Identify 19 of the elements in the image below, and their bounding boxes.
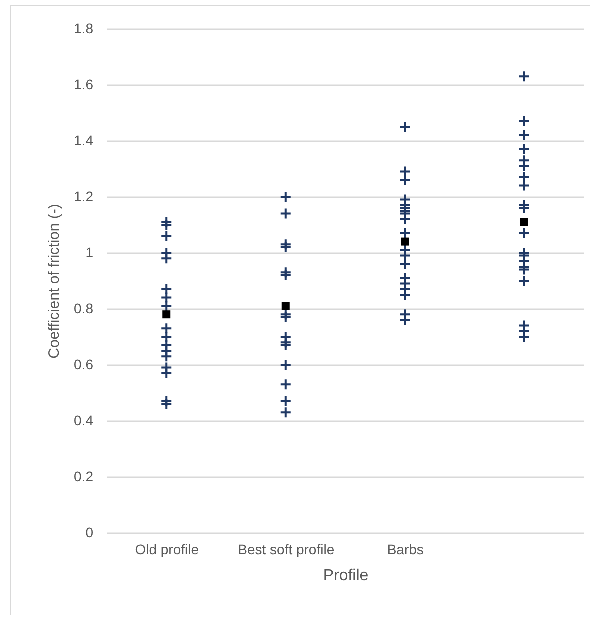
- y-tick-label: 0.2: [74, 468, 94, 484]
- y-tick-label: 1.2: [74, 188, 94, 204]
- x-tick-label: Best soft profile: [238, 542, 335, 558]
- y-axis-title: Coefficient of friction (-): [46, 204, 64, 359]
- point: [520, 218, 528, 226]
- y-tick-label: 0: [86, 524, 94, 540]
- y-tick-label: 0.4: [74, 412, 94, 428]
- y-tick-label: 1.6: [74, 76, 94, 92]
- point: [162, 310, 171, 319]
- y-tick-label: 0.8: [74, 300, 94, 316]
- y-tick-label: 0.6: [74, 356, 94, 372]
- point: [282, 302, 290, 310]
- x-axis-title: Profile: [323, 568, 369, 584]
- x-tick-label: Old profile: [135, 542, 200, 558]
- point: [401, 238, 410, 246]
- y-tick-label: 1.8: [74, 20, 94, 36]
- y-tick-label: 1.4: [74, 132, 94, 148]
- x-tick-label: Barbs: [387, 542, 424, 558]
- y-tick-label: 1: [86, 244, 94, 260]
